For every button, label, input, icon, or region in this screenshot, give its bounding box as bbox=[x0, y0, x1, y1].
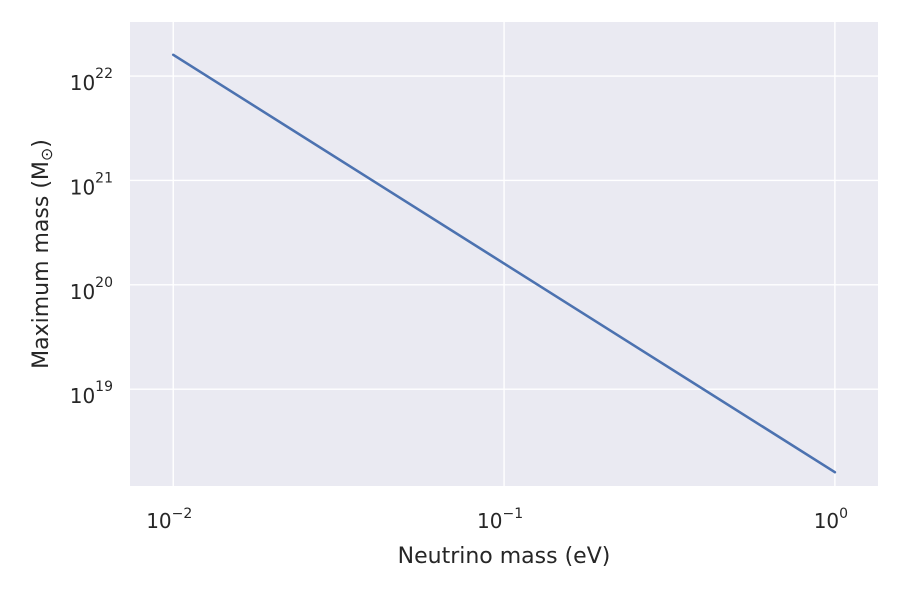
series-lines bbox=[171, 53, 837, 474]
y-axis-label-symbol: ⊙ bbox=[37, 148, 56, 161]
y-tick-label: 1019 bbox=[70, 379, 113, 408]
y-axis-label-close: ) bbox=[29, 139, 54, 148]
y-axis-ticks: 1019 1020 1021 1022 bbox=[70, 66, 113, 408]
series-line bbox=[171, 53, 837, 474]
x-axis-ticks: 10−2 10−1 100 bbox=[146, 506, 848, 533]
y-axis-label: Maximum mass (M⊙) bbox=[29, 139, 56, 369]
grid bbox=[130, 22, 878, 486]
y-tick-label: 1021 bbox=[70, 170, 113, 199]
y-tick-label: 1020 bbox=[70, 275, 113, 304]
y-tick-label: 1022 bbox=[70, 66, 113, 95]
x-tick-label: 10−1 bbox=[477, 506, 523, 533]
x-axis-label: Neutrino mass (eV) bbox=[398, 544, 611, 569]
y-axis-label-main: Maximum mass (M bbox=[29, 161, 54, 369]
x-tick-label: 100 bbox=[814, 506, 848, 533]
x-tick-label: 10−2 bbox=[146, 506, 192, 533]
